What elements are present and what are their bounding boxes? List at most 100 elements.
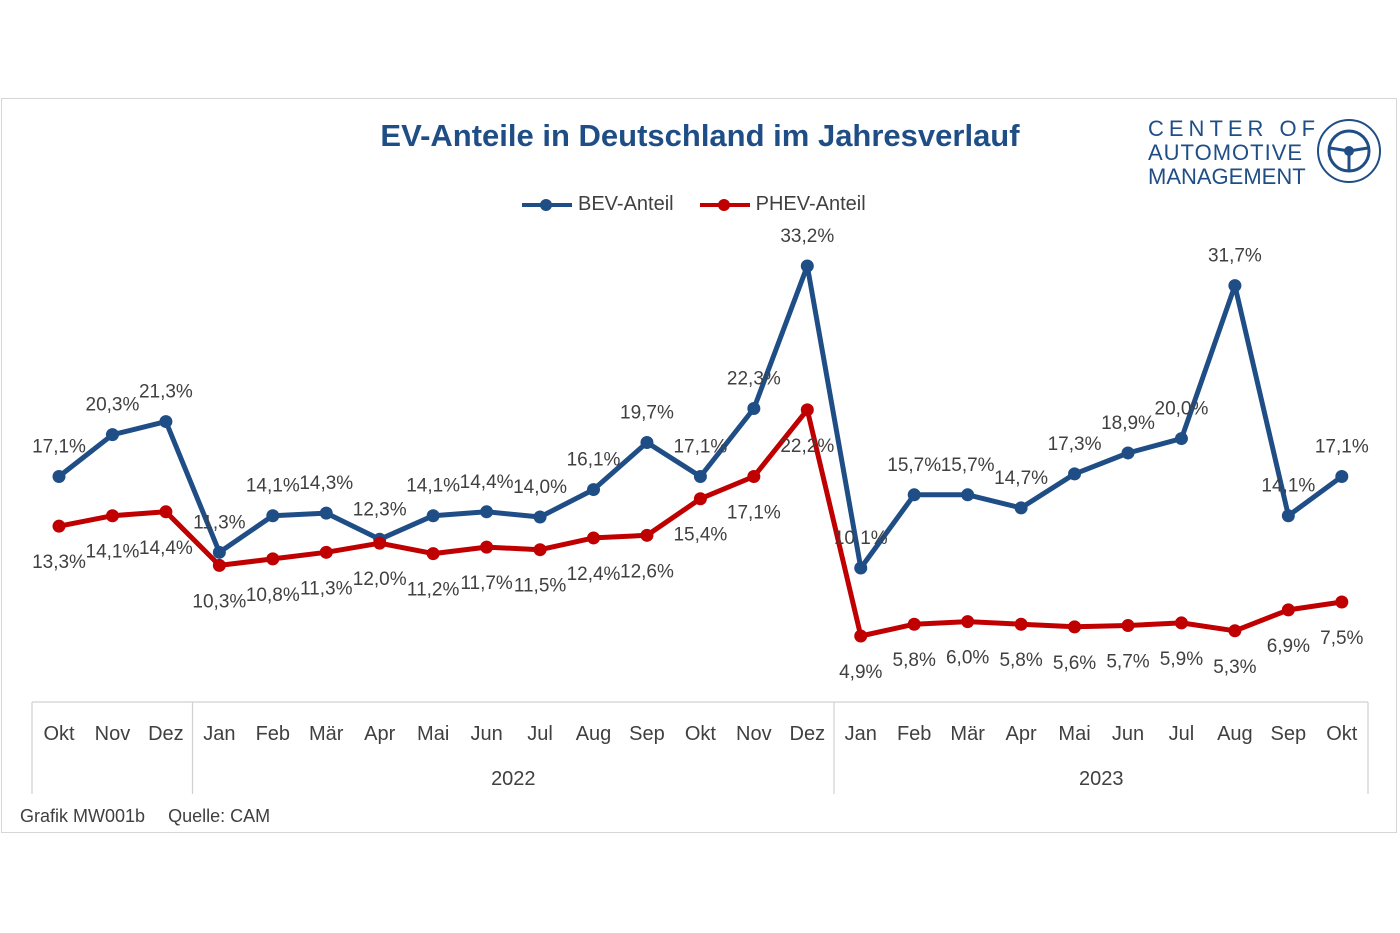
legend-item-bev: BEV-Anteil	[522, 193, 674, 216]
data-point-phev	[373, 536, 387, 550]
data-point-bev	[907, 488, 921, 502]
cam-logo: CENTER OF AUTOMOTIVE MANAGEMENT	[1148, 118, 1380, 190]
x-tick-label: Jul	[1169, 723, 1195, 745]
x-tick-label: Mär	[950, 723, 985, 745]
data-point-phev	[480, 540, 494, 554]
x-tick-label: Sep	[1271, 723, 1307, 745]
logo-line-3: MANAGEMENT	[1148, 164, 1306, 189]
data-labels: 17,1%20,3%21,3%11,3%14,1% 14,3%12,3%14,1%…	[32, 226, 1369, 683]
data-point-bev	[319, 506, 333, 520]
data-point-bev	[1174, 432, 1188, 446]
data-label-phev: 6,0%	[946, 648, 989, 669]
data-label-phev: 11,5%	[514, 576, 567, 597]
data-label-phev: 12,0%	[353, 569, 407, 590]
data-label-bev: 10,1%	[834, 528, 888, 549]
x-axis: Okt Nov Dez Jan Feb Mär Apr Mai Jun Jul Aug Sep Okt N…	[31, 701, 1369, 794]
data-label-phev: 5,3%	[1213, 657, 1256, 678]
data-point-bev	[1335, 469, 1349, 483]
data-label-phev: 15,4%	[673, 525, 727, 546]
data-label-phev: 22,2%	[780, 436, 834, 457]
data-point-phev	[800, 403, 814, 417]
data-point-bev	[212, 545, 226, 559]
data-point-phev	[693, 492, 707, 506]
data-label-bev: 16,1%	[567, 450, 621, 471]
data-label-bev: 17,1%	[32, 436, 86, 457]
chart-frame	[1, 98, 1397, 833]
data-point-phev	[640, 528, 654, 542]
x-tick-label: Jun	[1112, 723, 1144, 745]
data-label-bev: 19,7%	[620, 403, 674, 424]
data-point-bev	[159, 415, 173, 429]
x-tick-label: Aug	[1217, 723, 1253, 745]
x-tick-label: Okt	[1326, 723, 1358, 745]
data-label-phev: 10,8%	[246, 585, 300, 606]
data-label-bev: 18,9%	[1101, 413, 1155, 434]
x-tick-label: Jan	[845, 723, 877, 745]
x-tick-label: Okt	[685, 723, 717, 745]
data-point-phev	[747, 469, 761, 483]
data-point-bev	[1228, 279, 1242, 293]
x-tick-label: Feb	[897, 723, 931, 745]
footer: Grafik MW001b Quelle: CAM	[20, 806, 288, 827]
data-point-phev	[266, 552, 280, 566]
data-point-phev	[1068, 620, 1082, 634]
data-label-bev: 14,3%	[299, 473, 353, 494]
series-layer	[52, 259, 1349, 643]
data-label-phev: 12,6%	[620, 561, 674, 582]
data-label-bev: 17,3%	[1048, 434, 1102, 455]
legend-marker-bev	[522, 197, 572, 213]
data-label-bev: 15,7%	[941, 455, 995, 476]
x-tick-label: Nov	[95, 723, 131, 745]
data-label-bev: 31,7%	[1208, 246, 1262, 267]
year-group-label: 2023	[1079, 768, 1124, 790]
data-label-bev: 17,1%	[673, 436, 727, 457]
data-label-bev: 33,2%	[780, 226, 834, 247]
data-label-bev: 14,1%	[246, 476, 300, 497]
data-label-phev: 11,7%	[460, 573, 513, 594]
data-point-bev	[693, 469, 707, 483]
data-label-bev: 22,3%	[727, 369, 781, 390]
data-label-phev: 5,8%	[893, 650, 936, 671]
data-point-phev	[587, 531, 600, 545]
data-point-phev	[961, 615, 975, 629]
data-label-phev: 17,1%	[727, 502, 781, 523]
data-point-phev	[854, 629, 868, 643]
data-point-bev	[961, 488, 975, 502]
data-label-phev: 7,5%	[1320, 628, 1363, 649]
data-label-bev: 21,3%	[139, 382, 193, 403]
x-tick-label: Sep	[629, 723, 665, 745]
x-tick-label: Feb	[256, 723, 290, 745]
data-point-phev	[105, 509, 119, 523]
data-label-phev: 13,3%	[32, 552, 86, 573]
legend-label-phev: PHEV-Anteil	[755, 193, 866, 215]
steering-wheel-seal-icon	[1317, 119, 1381, 183]
data-point-phev	[907, 617, 921, 631]
data-point-phev	[1335, 595, 1349, 609]
data-point-bev	[533, 510, 547, 524]
data-point-bev	[480, 505, 494, 519]
data-point-bev	[105, 428, 119, 442]
x-tick-label: Apr	[364, 723, 395, 745]
data-point-phev	[319, 545, 333, 559]
data-label-bev: 12,3%	[353, 499, 407, 520]
legend-label-bev: BEV-Anteil	[578, 193, 674, 215]
legend: BEV-Anteil PHEV-Anteil	[522, 193, 892, 216]
logo-line-1: CENTER OF	[1148, 116, 1321, 141]
x-tick-label: Mär	[309, 723, 344, 745]
chart-title: EV-Anteile in Deutschland im Jahresverla…	[380, 118, 1020, 153]
data-label-phev: 14,1%	[86, 542, 140, 563]
data-point-bev	[640, 436, 654, 450]
data-point-phev	[1174, 616, 1188, 630]
data-label-bev: 17,1%	[1315, 436, 1369, 457]
data-point-phev	[1228, 624, 1242, 638]
x-tick-label: Dez	[790, 723, 826, 745]
graphic-id: Grafik MW001b	[20, 806, 146, 826]
x-tick-label: Mai	[417, 723, 449, 745]
data-point-phev	[1014, 617, 1028, 631]
data-point-phev	[426, 547, 440, 561]
x-tick-label: Jun	[470, 723, 502, 745]
legend-marker-phev	[699, 197, 750, 213]
logo-line-2: AUTOMOTIVE	[1148, 140, 1304, 165]
data-label-bev: 14,7%	[994, 468, 1048, 489]
x-tick-label: Apr	[1006, 723, 1037, 745]
